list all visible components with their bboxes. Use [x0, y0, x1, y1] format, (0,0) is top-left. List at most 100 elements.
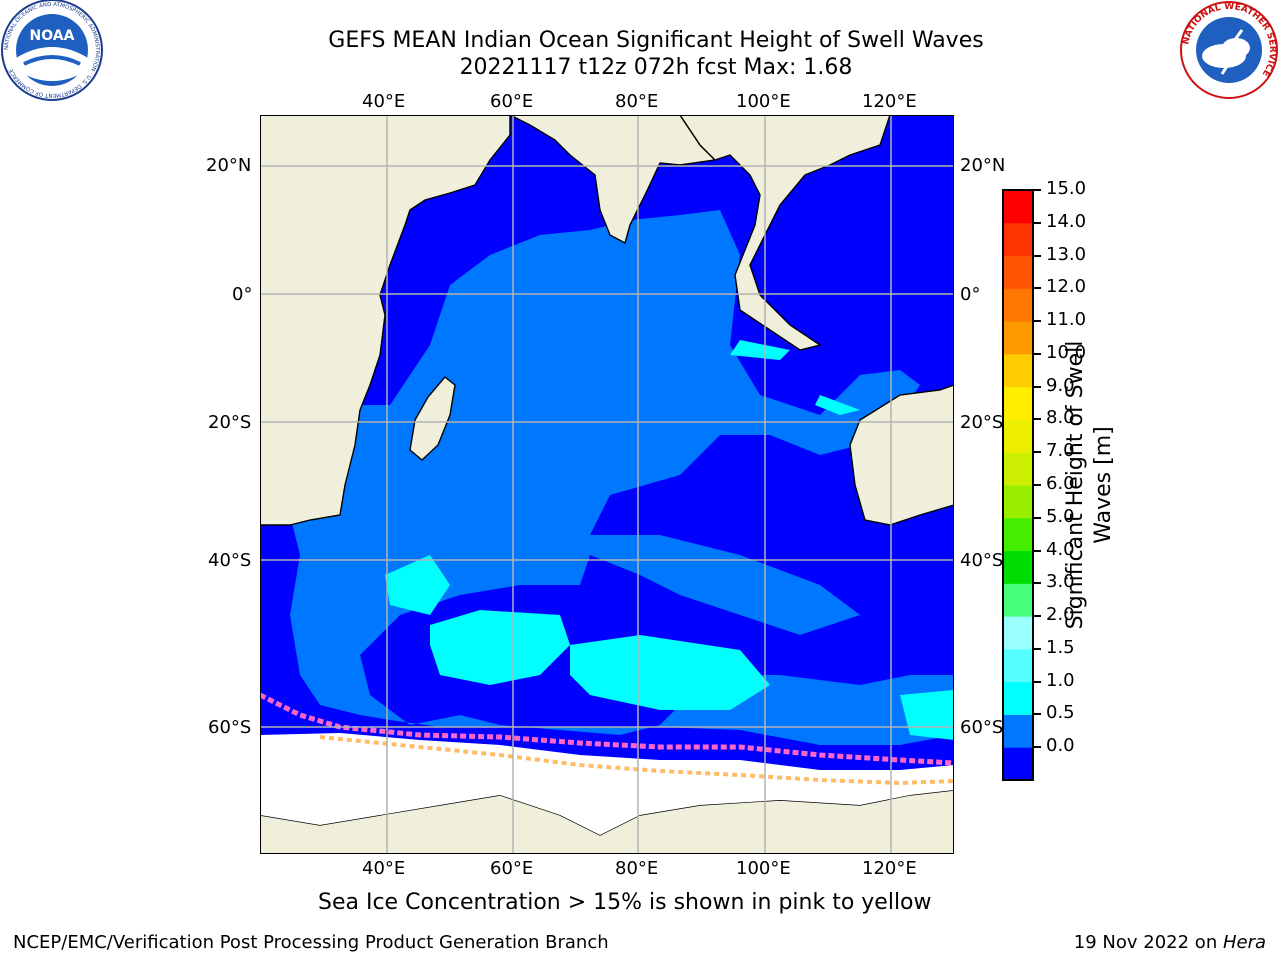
colorbar-tick-mark — [1034, 647, 1041, 650]
sea-ice-edge — [260, 692, 954, 766]
colorbar-segment-5 — [1003, 583, 1033, 617]
colorbar-tick-mark — [1034, 582, 1041, 585]
colorbar-segment-2 — [1003, 681, 1033, 715]
lon-label-bottom-100e: 100°E — [736, 858, 791, 879]
indian-ocean-map — [260, 115, 954, 854]
colorbar-segment-7 — [1003, 517, 1033, 552]
sea-ice-zone — [260, 733, 954, 835]
colorbar-tick-label: 0.0 — [1046, 735, 1075, 757]
lon-label-bottom-80e: 80°E — [615, 858, 659, 879]
colorbar-tick-label: 8.0 — [1046, 407, 1075, 429]
colorbar-segment-12 — [1003, 353, 1033, 388]
noaa-logo-icon: NOAA NATIONAL OCEANIC AND ATMOSPHERIC AD… — [1, 0, 103, 101]
colorbar-tick-label: 3.0 — [1046, 571, 1075, 593]
sea-ice-caption: Sea Ice Concentration > 15% is shown in … — [318, 890, 932, 915]
swell-band-1-0-north — [730, 340, 860, 415]
colorbar-tick-mark — [1034, 254, 1041, 257]
lon-label-top-120e: 120°E — [862, 91, 917, 112]
colorbar-tick-label: 7.0 — [1046, 440, 1075, 462]
colorbar-tick-mark — [1034, 680, 1041, 683]
lat-label-right-20n: 20°N — [960, 155, 1006, 176]
colorbar-segment-17 — [1003, 190, 1033, 224]
colorbar-tick-mark — [1034, 221, 1041, 224]
colorbar-tick-mark — [1034, 287, 1041, 290]
colorbar-tick-label: 1.5 — [1046, 636, 1075, 658]
lon-label-top-40e: 40°E — [362, 91, 406, 112]
colorbar-segment-1 — [1003, 714, 1033, 748]
swell-band-1-0-central — [430, 610, 570, 685]
footer-date: 19 Nov 2022 on Hera — [1074, 932, 1266, 953]
colorbar-tick-mark — [1034, 746, 1041, 749]
footer-credit: NCEP/EMC/Verification Post Processing Pr… — [13, 932, 609, 953]
swell-band-1-0-south — [570, 635, 770, 710]
lat-label-left-20s: 20°S — [208, 412, 252, 433]
colorbar-tick-label: 14.0 — [1046, 210, 1087, 232]
lat-label-right-60s: 60°S — [960, 717, 1004, 738]
colorbar-frame — [1002, 189, 1034, 781]
colorbar-tick-label: 2.0 — [1046, 604, 1075, 626]
lat-label-right-40s: 40°S — [960, 550, 1004, 571]
colorbar-tick-mark — [1034, 516, 1041, 519]
nws-logo-icon: NATIONAL WEATHER SERVICE — [1180, 1, 1278, 99]
colorbar-segment-8 — [1003, 485, 1033, 519]
lat-label-left-0: 0° — [232, 284, 253, 305]
colorbar-label-line-1: Significant Height of Swell — [1063, 340, 1088, 630]
colorbar-segment-0 — [1003, 747, 1033, 781]
colorbar-segment-4 — [1003, 616, 1033, 650]
colorbar-tick-label: 4.0 — [1046, 538, 1075, 560]
colorbar-tick-label: 11.0 — [1046, 309, 1087, 331]
colorbar-tick-label: 10.0 — [1046, 341, 1087, 363]
lat-label-right-20s: 20°S — [960, 412, 1004, 433]
sea-ice-edge-inner — [319, 735, 954, 786]
colorbar-segment-13 — [1003, 321, 1033, 355]
lon-label-top-60e: 60°E — [490, 91, 534, 112]
noaa-logo-text: NOAA — [30, 28, 75, 44]
colorbar-segment-10 — [1003, 419, 1033, 453]
map-subtitle: 20221117 t12z 072h fcst Max: 1.68 — [459, 55, 853, 80]
colorbar-tick-label: 13.0 — [1046, 243, 1087, 265]
lon-label-bottom-120e: 120°E — [862, 858, 917, 879]
swell-band-1-0-west — [385, 555, 450, 615]
lon-label-top-100e: 100°E — [736, 91, 791, 112]
lon-label-bottom-40e: 40°E — [362, 858, 406, 879]
colorbar-segment-11 — [1003, 386, 1033, 420]
colorbar-tick-label: 6.0 — [1046, 473, 1075, 494]
colorbar-tick-mark — [1034, 549, 1041, 552]
colorbar-tick-mark — [1034, 615, 1041, 618]
lat-label-right-0: 0° — [960, 284, 981, 305]
colorbar — [1002, 189, 1034, 781]
colorbar-segment-14 — [1003, 288, 1033, 322]
australia-landmass — [849, 384, 954, 526]
lat-label-left-20n: 20°N — [206, 155, 252, 176]
colorbar-tick-label: 0.5 — [1046, 702, 1075, 724]
colorbar-tick-mark — [1034, 352, 1041, 355]
colorbar-tick-mark — [1034, 385, 1041, 388]
colorbar-tick-mark — [1034, 484, 1041, 486]
colorbar-tick-label: 9.0 — [1046, 374, 1075, 396]
southeast-asia-landmass — [679, 115, 891, 351]
swell-band-0-5 — [260, 210, 954, 745]
colorbar-tick-label: 12.0 — [1046, 276, 1087, 298]
colorbar-tick-label: 5.0 — [1046, 505, 1075, 527]
colorbar-segment-9 — [1003, 452, 1033, 486]
graticule — [260, 115, 954, 854]
lat-label-left-40s: 40°S — [208, 550, 252, 571]
map-title: GEFS MEAN Indian Ocean Significant Heigh… — [328, 28, 984, 53]
footer-host: Hera — [1222, 932, 1266, 953]
colorbar-segment-16 — [1003, 222, 1033, 257]
colorbar-segment-15 — [1003, 255, 1033, 289]
colorbar-label-line-2: Waves [m] — [1091, 426, 1116, 544]
colorbar-segment-3 — [1003, 648, 1033, 683]
madagascar-island — [409, 376, 456, 461]
lat-label-left-60s: 60°S — [208, 717, 252, 738]
colorbar-tick-mark — [1034, 320, 1041, 323]
colorbar-segment-6 — [1003, 550, 1033, 584]
lon-label-top-80e: 80°E — [615, 91, 659, 112]
colorbar-tick-mark — [1034, 418, 1041, 421]
colorbar-tick-label: 1.0 — [1046, 669, 1075, 691]
colorbar-tick-label: 15.0 — [1046, 178, 1087, 199]
footer-date-text: 19 Nov 2022 on — [1073, 932, 1223, 953]
colorbar-tick-mark — [1034, 451, 1041, 454]
colorbar-tick-mark — [1034, 189, 1041, 191]
colorbar-tick-mark — [1034, 713, 1041, 716]
